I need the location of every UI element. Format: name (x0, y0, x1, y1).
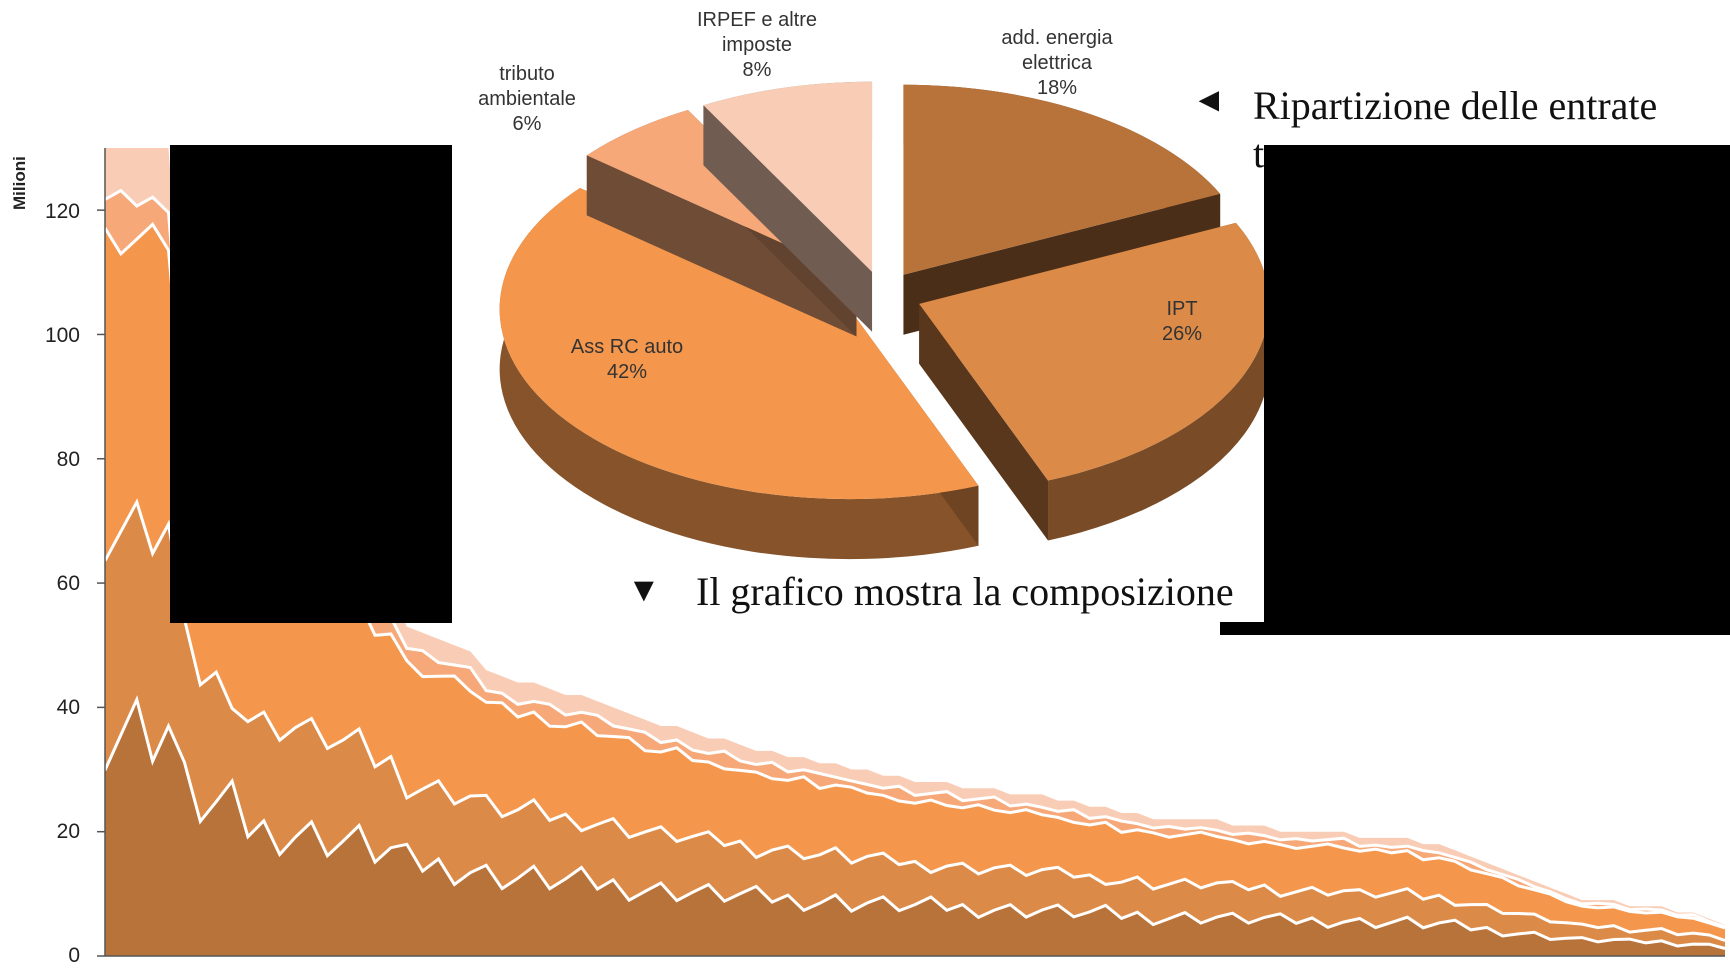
area-add-energia (105, 699, 1725, 956)
pie-label-tributo-l1: tributo (499, 63, 555, 85)
pie-label-add-energia-l2: elettrica (1021, 52, 1093, 74)
area-rc-auto (105, 224, 1725, 956)
pie-caption-cut: t (1253, 131, 1265, 176)
pie-label-ipt: IPT 26% (1132, 297, 1232, 347)
pie-label-tributo-l2: ambientale (478, 88, 576, 110)
pie-label-irpef-l1: IRPEF e altre (696, 9, 818, 31)
pie-label-irpef-pct: 8% (742, 59, 772, 81)
y-tick-100: 100 (44, 324, 80, 347)
y-tick-0: 0 (68, 944, 80, 967)
black-overlay-left (170, 145, 452, 623)
y-tick-20: 20 (56, 820, 80, 843)
pie-slice (919, 222, 1264, 541)
pie-label-rc-auto: Ass RC auto 42% (532, 335, 722, 385)
pie-label-ipt-pct: 26% (1161, 323, 1203, 345)
y-axis-title: Milioni (10, 156, 29, 210)
y-tick-80: 80 (56, 448, 80, 471)
pie-caption: Ripartizione delle entrate (1253, 83, 1658, 128)
area-caption: Il grafico mostra la composizione (696, 569, 1234, 614)
area-ipt (105, 502, 1725, 956)
pie-label-rc-auto-pct: 42% (606, 361, 648, 383)
pie-slice (703, 81, 873, 332)
pie-label-rc-auto-l1: Ass RC auto (570, 336, 684, 358)
area-caption-arrow: ▼ (627, 572, 661, 609)
pie-label-add-energia-l1: add. energia (1001, 27, 1113, 49)
pie-label-irpef-l2: imposte (721, 34, 793, 56)
black-overlay-right (1220, 145, 1730, 635)
pie-slice-wall (703, 105, 873, 332)
pie-slice-wall (919, 303, 1049, 541)
area-separator-line (103, 222, 1726, 930)
pie-chart (499, 81, 1264, 560)
pie-slice-side (1048, 222, 1264, 541)
pie-label-add-energia-pct: 18% (1036, 77, 1078, 99)
pie-chart-panel: add. energia elettrica 18% IPT 26% Ass R… (452, 0, 1264, 622)
pie-label-irpef: IRPEF e altre imposte 8% (662, 8, 852, 83)
pie-label-ipt-l1: IPT (1166, 298, 1198, 320)
y-tick-40: 40 (56, 696, 80, 719)
pie-slice-top (703, 81, 873, 272)
y-tick-60: 60 (56, 572, 80, 595)
pie-slice-side (499, 187, 979, 560)
area-separator-line (103, 498, 1726, 942)
pie-slice-top (919, 222, 1264, 481)
y-tick-120: 120 (44, 200, 80, 223)
pie-slice-top (499, 187, 979, 500)
pie-slice-wall (586, 155, 857, 337)
area-separator-line (103, 695, 1726, 950)
pie-label-tributo-pct: 6% (512, 113, 542, 135)
pie-label-add-energia: add. energia elettrica 18% (972, 26, 1142, 101)
pie-label-tributo: tributo ambientale 6% (452, 62, 602, 137)
pie-slice-top (903, 84, 1221, 275)
pie-caption-arrow: ◄ (1192, 82, 1226, 119)
